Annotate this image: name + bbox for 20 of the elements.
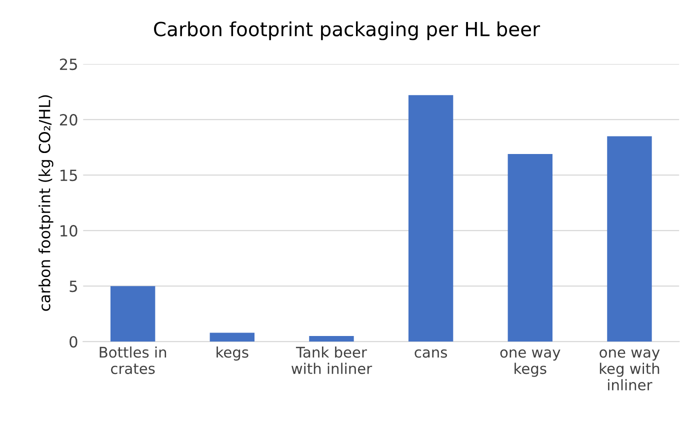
x-tick-label: kegs [216,346,248,361]
x-tick-label: Tank beer with inliner [292,346,372,374]
y-axis-title: carbon footprint (kg CO₂/HL) [38,95,54,311]
y-tick-label: 15 [60,170,77,182]
bar [508,154,552,342]
x-tick-label: Bottles in crates [100,346,166,374]
y-tick-label: 20 [60,114,78,126]
y-tick-label: 0 [70,336,78,348]
bar [408,95,454,342]
y-tick-label: 5 [70,280,77,292]
bar [607,136,652,342]
bar [210,332,255,342]
y-tick-label: 10 [60,225,78,237]
bar [110,286,156,342]
y-tick-label: 25 [60,58,77,70]
bar [309,336,354,342]
x-tick-label: one way keg with inliner [600,349,660,390]
x-tick-label: one way kegs [500,349,560,377]
x-tick-label: cans [414,349,447,358]
chart-title: Carbon footprint packaging per HL beer [154,21,540,40]
